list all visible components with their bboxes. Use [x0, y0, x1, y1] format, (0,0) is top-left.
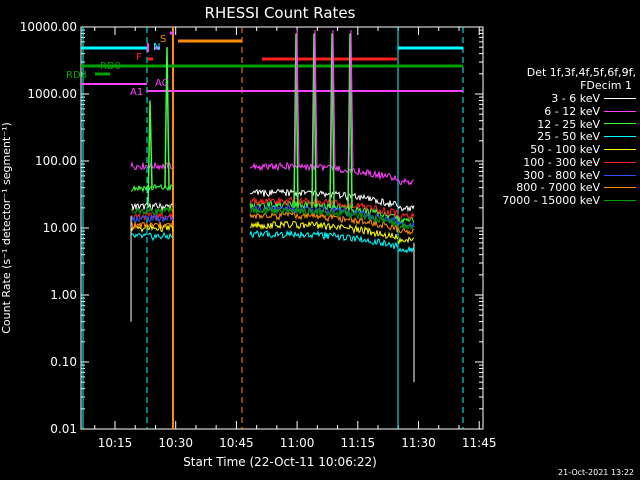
series-line-7 — [130, 211, 415, 236]
spike-mag-3 — [348, 30, 354, 168]
series-line-8 — [130, 205, 415, 230]
spike-early — [147, 100, 153, 208]
legend-subheader: FDecim 1 — [580, 79, 632, 92]
legend-label: 12 - 25 keV — [537, 117, 600, 131]
legend-item: 12 - 25 keV — [484, 118, 636, 131]
x-tick-label: 11:00 — [280, 436, 315, 450]
spike-mag-1 — [312, 30, 318, 168]
y-tick-label: 1.00 — [50, 288, 77, 302]
legend-label: 6 - 12 keV — [544, 104, 600, 118]
legend-item: 25 - 50 keV — [484, 130, 636, 143]
x-tick-label: 10:15 — [98, 436, 133, 450]
y-axis-label: Count Rate (s⁻¹ detector⁻¹ segment⁻¹) — [0, 122, 13, 334]
legend-item: 6 - 12 keV — [484, 105, 636, 118]
legend-swatch — [604, 174, 636, 176]
y-tick-label: 0.01 — [50, 422, 77, 436]
x-tick-label: 11:45 — [462, 436, 497, 450]
legend-item: 100 - 300 keV — [484, 156, 636, 169]
legend-swatch — [604, 149, 636, 151]
spike-3 — [347, 33, 353, 208]
flag-label-f: F — [136, 52, 142, 63]
legend-swatch — [604, 123, 636, 125]
legend-label: 800 - 7000 keV — [516, 181, 600, 195]
x-tick-label: 11:30 — [401, 436, 436, 450]
spike-early-2 — [164, 47, 170, 188]
legend-swatch — [604, 97, 636, 99]
flag-label-n: N — [153, 42, 160, 53]
legend-label: 100 - 300 keV — [523, 155, 600, 169]
chart-title: RHESSI Count Rates — [205, 4, 356, 22]
x-axis: 10:15 10:30 10:45 11:00 11:15 11:30 11:45 — [94, 27, 497, 450]
legend-swatch — [604, 110, 636, 112]
series-group — [130, 30, 415, 383]
series-line-0 — [130, 188, 415, 213]
x-tick-label: 10:30 — [158, 436, 193, 450]
legend-item: 800 - 7000 keV — [484, 181, 636, 195]
spike-1 — [311, 33, 317, 208]
legend-item: 50 - 100 keV — [484, 143, 636, 156]
y-tick-label: 10000.00 — [20, 20, 77, 34]
legend-item: 300 - 800 keV — [484, 169, 636, 182]
legend-header: Det 1f,3f,4f,5f,6f,9f, — [526, 66, 636, 79]
x-tick-label: 11:15 — [341, 436, 376, 450]
legend-label: 300 - 800 keV — [523, 168, 600, 182]
legend-item: 3 - 6 keV — [484, 92, 636, 105]
flag-label-a1: A1 — [130, 87, 143, 98]
spike-2 — [329, 33, 335, 208]
spike-0 — [293, 33, 299, 208]
attenuator-and-flag-lines — [81, 27, 464, 429]
y-tick-label: 100.00 — [35, 154, 77, 168]
series-line-4 — [130, 220, 415, 245]
legend-swatch — [604, 161, 636, 163]
flag-label-ac: AC — [155, 78, 169, 89]
y-axis: 10000.00 1000.00 100.00 10.00 1.00 0.10 0.01 — [20, 20, 483, 436]
y-tick-label: 0.10 — [50, 355, 77, 369]
legend-swatch — [604, 136, 636, 138]
spike-mag-0 — [294, 30, 300, 168]
legend-swatch — [604, 200, 636, 202]
legend-label: 50 - 100 keV — [530, 143, 600, 157]
legend-swatch — [604, 187, 636, 189]
legend-label: 3 - 6 keV — [551, 91, 600, 105]
flag-label-s: S — [160, 34, 166, 45]
flag-label-rd0: RD0 — [100, 61, 121, 72]
y-tick-label: 10.00 — [43, 221, 77, 235]
legend: Det 1f,3f,4f,5f,6f,9f, FDecim 1 3 - 6 ke… — [484, 66, 636, 207]
series-line-3 — [130, 229, 414, 254]
legend-label: 25 - 50 keV — [537, 130, 600, 144]
legend-label: 7000 - 15000 keV — [502, 194, 600, 208]
flag-label-rd8: RD8 — [66, 70, 87, 81]
flag-labels: RD0 RD8 A1 AC FNS — [66, 34, 169, 98]
spike-mag-2 — [330, 30, 336, 168]
legend-item: 7000 - 15000 keV — [484, 194, 636, 207]
y-tick-label: 1000.00 — [27, 87, 77, 101]
x-tick-label: 10:45 — [219, 436, 254, 450]
x-axis-label: Start Time (22-Oct-11 10:06:22) — [183, 455, 377, 469]
timestamp: 21-Oct-2021 13:22 — [558, 468, 634, 477]
